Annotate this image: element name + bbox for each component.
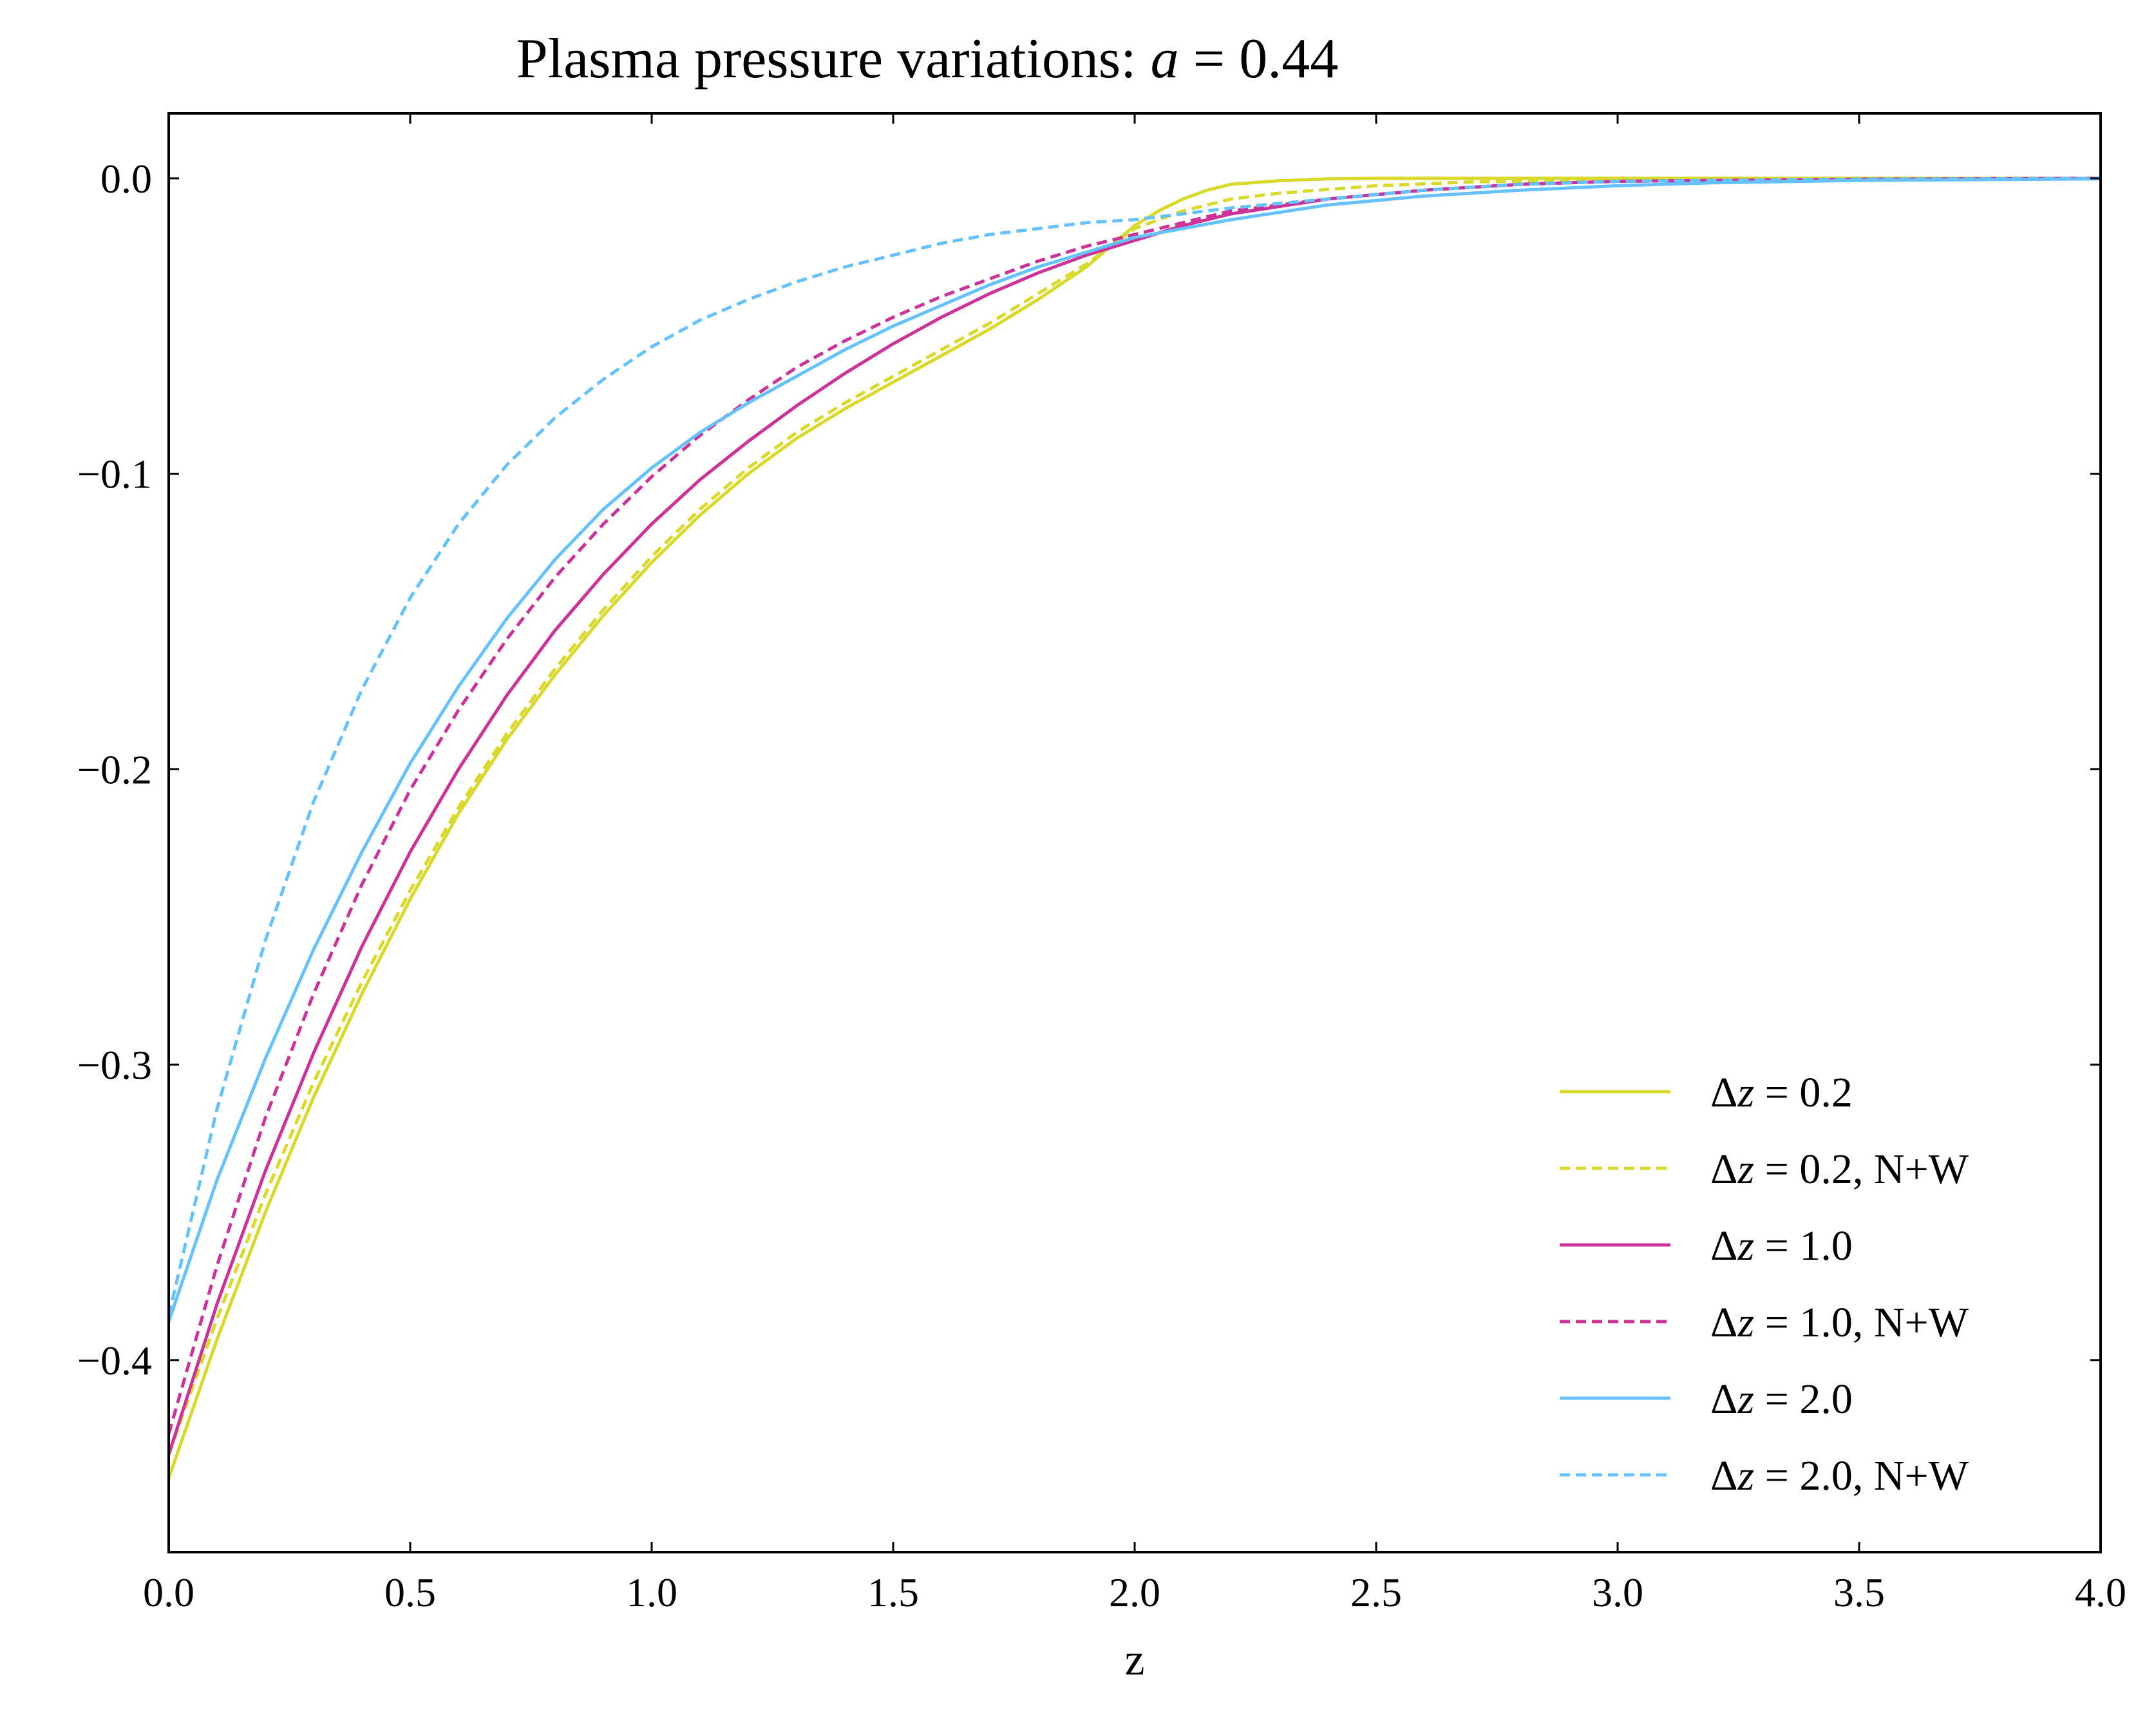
x-tick-label: 2.5 [1350,1570,1402,1615]
legend-label-1: Δz = 0.2 [1710,1069,1853,1116]
x-tick-label: 3.0 [1592,1570,1643,1615]
x-axis-label: z [1124,1635,1144,1685]
series-line-5 [169,177,2101,1323]
chart-title-group: Plasma pressure variations: a = 0.44 [516,28,1339,90]
x-tick-label: 2.0 [1109,1570,1160,1615]
x-tick-label: 1.0 [626,1570,677,1615]
x-tick-label: 0.0 [143,1570,194,1615]
x-tick-label: 0.5 [384,1570,436,1615]
y-axis: 0.0 −0.1 −0.2 −0.3 −0.4 [77,156,2101,1383]
chart-title-prefix: Plasma pressure variations: [516,28,1151,90]
x-tick-label: 3.5 [1833,1570,1885,1615]
series-line-2 [169,176,2101,1456]
x-tick-label: 4.0 [2075,1570,2126,1615]
legend-label-2: Δz = 0.2, N+W [1710,1146,1969,1193]
series-lines [169,176,2101,1479]
y-tick-label: −0.2 [77,746,152,792]
legend-label-6: Δz = 2.0, N+W [1710,1452,1969,1499]
series-line-6 [169,176,2101,1316]
y-tick-label: −0.4 [77,1338,152,1383]
y-tick-label: −0.3 [77,1042,152,1088]
chart-title: Plasma pressure variations: a = 0.44 [516,28,1339,90]
y-tick-label: 0.0 [100,156,152,202]
series-line-1 [169,176,2101,1479]
legend-label-5: Δz = 2.0 [1710,1376,1853,1423]
legend-label-3: Δz = 1.0 [1710,1222,1853,1269]
legend-label-4: Δz = 1.0, N+W [1710,1299,1969,1346]
chart-title-var: a [1151,28,1179,90]
series-line-4 [169,176,2101,1435]
legend: Δz = 0.2 Δz = 0.2, N+W Δz = 1.0 Δz = 1.0, N… [1560,1069,1969,1499]
y-tick-label: −0.1 [77,451,152,497]
chart-title-suffix: = 0.44 [1179,28,1339,90]
x-axis: 0.0 0.5 1.0 1.5 2.0 2.5 3.0 3.5 4.0 [143,113,2126,1615]
x-tick-label: 1.5 [867,1570,919,1615]
